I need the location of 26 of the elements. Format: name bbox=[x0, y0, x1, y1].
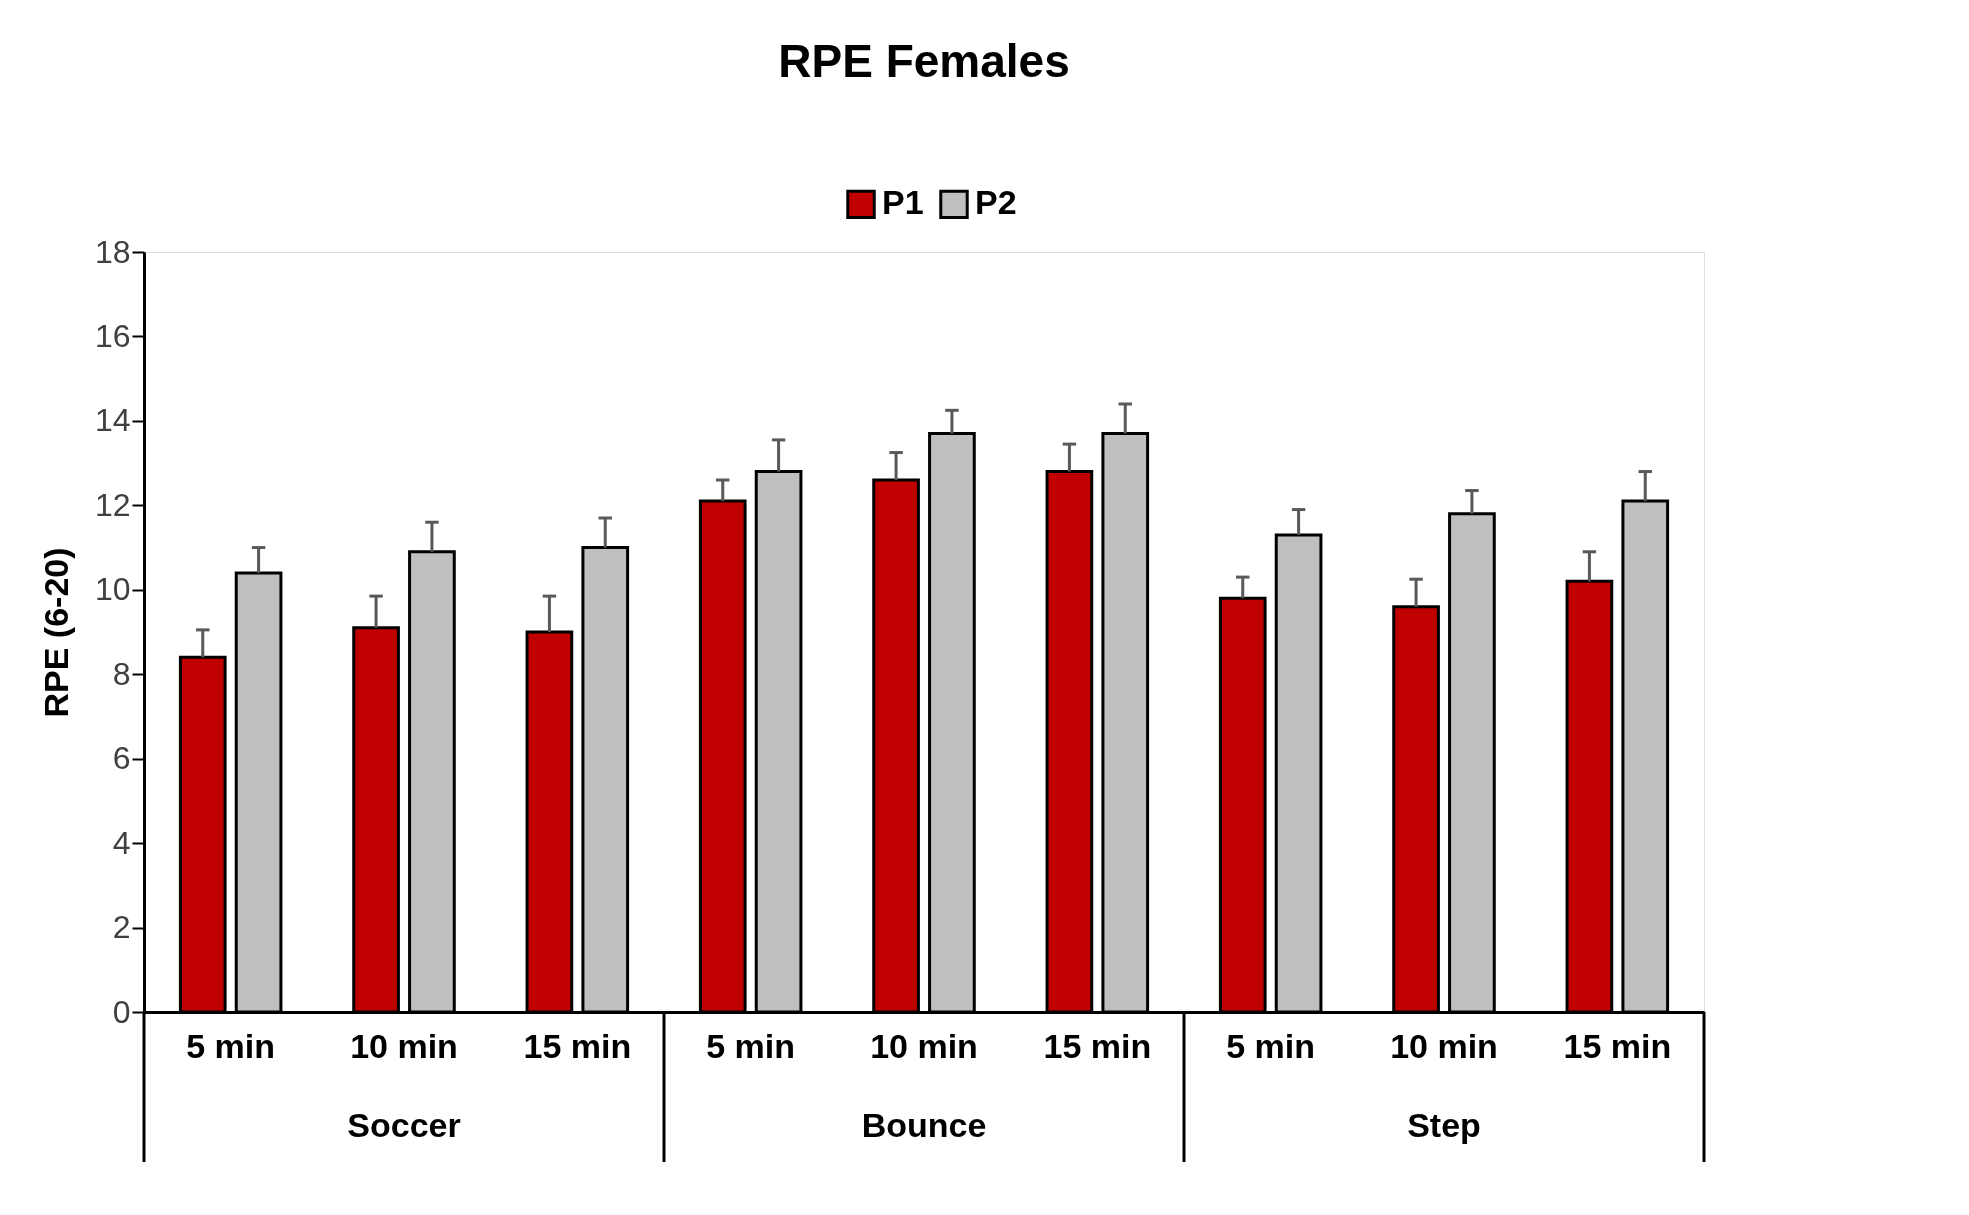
x-tick-label: 15 min bbox=[523, 1026, 632, 1065]
text: Step bbox=[1407, 1106, 1481, 1144]
x-tick-label: 10 min bbox=[1390, 1026, 1498, 1065]
y-tick-label: 4 bbox=[112, 824, 131, 861]
y-tick-label: 16 bbox=[94, 317, 131, 354]
y-tick-label: 12 bbox=[94, 486, 131, 523]
text: Soccer bbox=[347, 1106, 461, 1144]
x-tick-label: 10 min bbox=[870, 1026, 978, 1065]
text: Bounce bbox=[861, 1106, 987, 1144]
y-tick-label: 2 bbox=[112, 909, 131, 946]
x-tick-label: 15 min bbox=[1043, 1026, 1152, 1065]
y-tick-label: 0 bbox=[112, 993, 131, 1030]
x-tick-label: 5 min bbox=[186, 1026, 276, 1065]
y-tick-label: 8 bbox=[112, 655, 131, 692]
y-tick-label: 10 bbox=[94, 571, 131, 608]
y-tick-label: 6 bbox=[112, 740, 131, 777]
y-axis-title: RPE (6-20) bbox=[36, 547, 75, 718]
y-tick-label: 14 bbox=[94, 402, 131, 439]
x-tick-label: 5 min bbox=[706, 1026, 796, 1065]
x-tick-label: 10 min bbox=[350, 1026, 458, 1065]
x-tick-label: 5 min bbox=[1226, 1026, 1316, 1065]
legend-label: P2 bbox=[975, 183, 1017, 222]
chart-title: RPE Females bbox=[778, 35, 1070, 87]
y-tick-label: 18 bbox=[94, 233, 131, 270]
legend-label: P1 bbox=[882, 183, 924, 222]
x-tick-label: 15 min bbox=[1563, 1026, 1672, 1065]
